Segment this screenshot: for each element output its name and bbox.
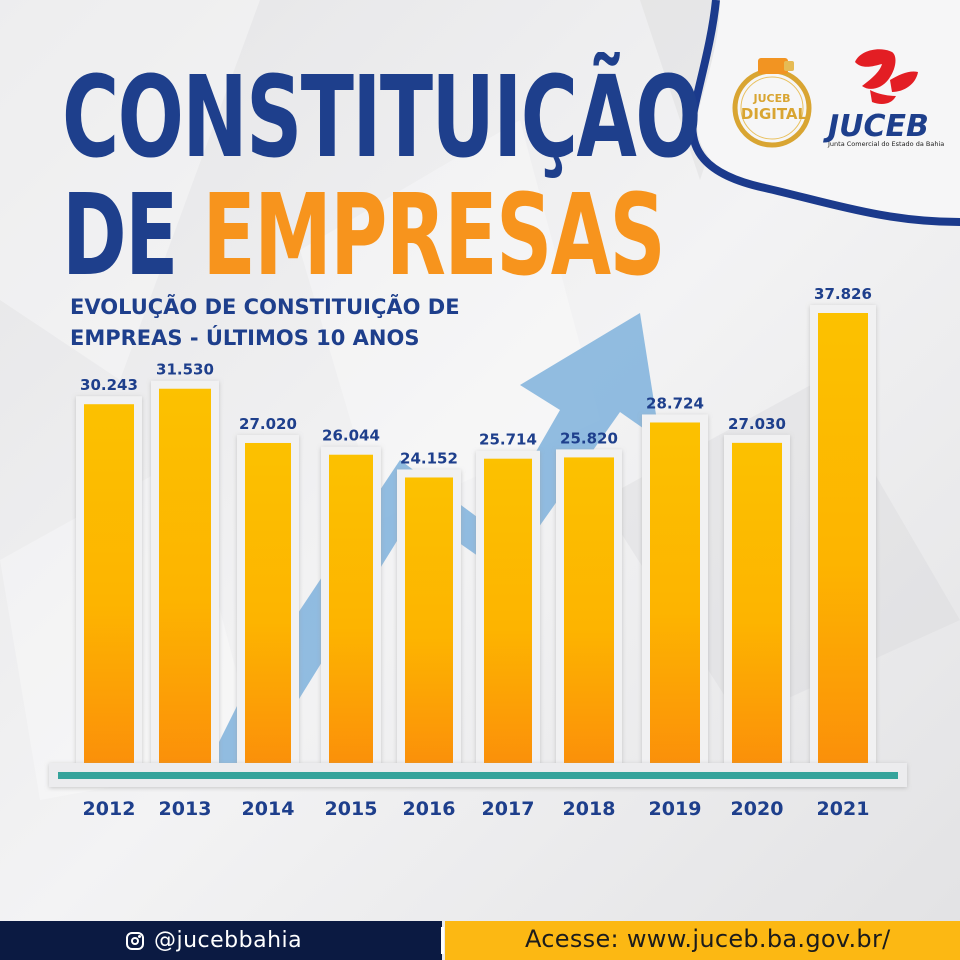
data-label-2019: 28.724	[646, 394, 704, 412]
x-tick-label-2015: 2015	[325, 798, 378, 820]
x-tick-label-2019: 2019	[649, 798, 702, 820]
data-label-2016: 24.152	[400, 449, 458, 467]
page-title-line1: CONSTITUIÇÃO	[62, 52, 702, 184]
x-tick-label-2013: 2013	[159, 798, 212, 820]
page-title-line2: DE EMPRESAS	[62, 170, 666, 302]
instagram-icon	[126, 931, 144, 950]
trend-arrow	[205, 313, 660, 778]
bar-2021	[818, 313, 868, 768]
juceb-name: JUCEB	[823, 109, 929, 144]
data-label-2017: 25.714	[479, 431, 537, 449]
bar-2019	[650, 422, 700, 768]
juceb-digital-line1: JUCEB	[753, 92, 791, 105]
logos: JUCEB DIGITAL JUCEB Junta Comercial do E…	[732, 49, 944, 148]
x-tick-label-2020: 2020	[731, 798, 784, 820]
footer-separator	[441, 927, 444, 954]
title-word-de: DE	[62, 170, 178, 302]
x-tick-label-2016: 2016	[403, 798, 456, 820]
data-label-2018: 25.820	[560, 429, 618, 447]
x-tick-label-2017: 2017	[482, 798, 535, 820]
bar-2020	[732, 442, 782, 768]
data-label-2020: 27.030	[728, 415, 786, 433]
juceb-digital-line2: DIGITAL	[741, 105, 808, 123]
instagram-handle: @jucebbahia	[154, 928, 303, 953]
footer: @jucebbahia Acesse: www.juceb.ba.gov.br/	[0, 921, 960, 960]
instagram-link[interactable]: @jucebbahia	[126, 927, 302, 954]
x-tick-label-2021: 2021	[817, 798, 870, 820]
bar-2018	[564, 457, 614, 768]
data-label-2021: 37.826	[814, 285, 872, 303]
bar-2014	[245, 442, 291, 768]
data-label-2013: 31.530	[156, 361, 214, 379]
usb-icon	[758, 58, 788, 74]
x-tick-label-2014: 2014	[242, 798, 295, 820]
bar-2013	[159, 388, 211, 768]
data-label-2015: 26.044	[322, 427, 380, 445]
title-word-empresas: EMPRESAS	[202, 170, 666, 302]
juceb-tagline: Junta Comercial do Estado da Bahia	[827, 140, 944, 148]
bar-2012	[84, 404, 134, 768]
bar-2015	[329, 454, 373, 768]
bar-2016	[405, 477, 453, 768]
bar-2017	[484, 458, 532, 768]
data-label-2014: 27.020	[239, 415, 297, 433]
x-tick-label-2012: 2012	[83, 798, 136, 820]
footer-right-band: Acesse: www.juceb.ba.gov.br/	[445, 921, 960, 960]
baseline	[58, 772, 898, 779]
chart-title: EVOLUÇÃO DE CONSTITUIÇÃO DE EMPREAS - ÚL…	[70, 295, 460, 350]
footer-left-band: @jucebbahia	[0, 921, 442, 960]
website-link[interactable]: Acesse: www.juceb.ba.gov.br/	[525, 925, 891, 953]
data-label-2012: 30.243	[80, 376, 138, 394]
juceb-digital-logo: JUCEB DIGITAL	[732, 58, 812, 148]
juceb-logo: JUCEB Junta Comercial do Estado da Bahia	[823, 49, 944, 148]
x-tick-label-2018: 2018	[563, 798, 616, 820]
